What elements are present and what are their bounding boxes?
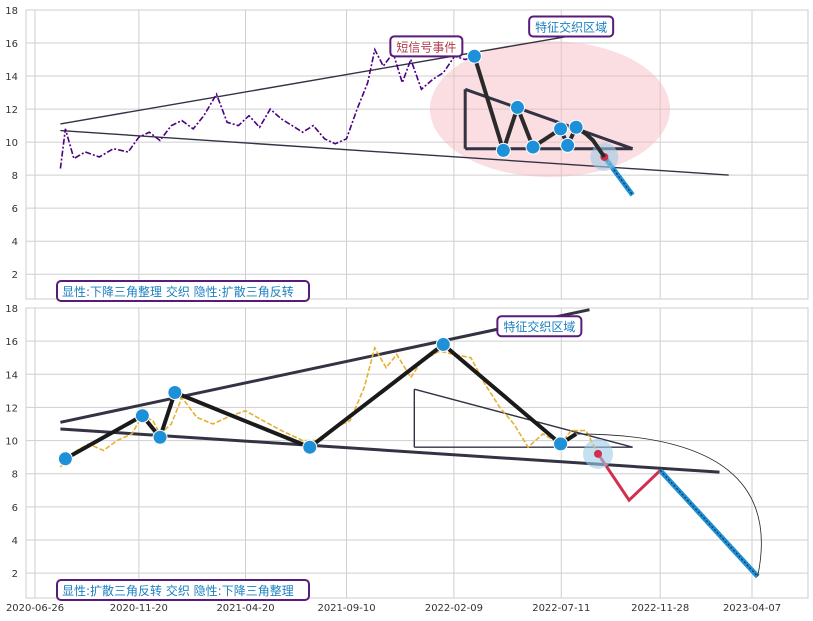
pivot-node [134, 408, 150, 424]
plot-content [57, 308, 762, 579]
trend-line [60, 427, 720, 474]
y-tick-label: 12 [5, 105, 18, 116]
pattern-line [472, 55, 607, 159]
pivot-node [525, 139, 541, 155]
y-tick-label: 16 [5, 337, 18, 348]
y-tick-label: 2 [12, 270, 18, 281]
annotation-box [389, 35, 464, 58]
y-tick-label: 14 [5, 370, 18, 381]
y-tick-label: 10 [5, 437, 18, 448]
annotation-box [496, 315, 583, 338]
bottom-panel: 2 4 6 8 10 12 14 16 18 2020-06-26 2020-11-20 2021-0… [5, 304, 809, 614]
y-tick-label: 2 [12, 569, 18, 580]
projection-down-line [596, 452, 662, 503]
projection-arc [576, 433, 762, 577]
price-line [59, 47, 475, 169]
x-tick-label: 2022-11-28 [631, 603, 689, 614]
y-tick-label: 4 [12, 536, 18, 547]
x-tick-label: 2022-02-09 [425, 603, 483, 614]
trend-line [60, 129, 729, 176]
y-tick-label: 14 [5, 72, 18, 83]
y-tick-label: 18 [5, 304, 18, 315]
y-tick-label: 18 [5, 6, 18, 17]
annotation-text: 短信号事件 [396, 40, 456, 54]
focus-dot [594, 449, 603, 458]
annotation-text: 特征交织区域 [503, 319, 575, 334]
pivot-node [435, 336, 451, 352]
pivot-node [560, 137, 576, 153]
y-tick-label: 6 [12, 503, 18, 514]
x-tick-label: 2020-06-26 [6, 603, 64, 614]
y-tick-label: 8 [12, 171, 18, 182]
pivot-node [466, 48, 482, 64]
caption-text: 显性:下降三角整理 交织 隐性:扩散三角反转 [62, 284, 294, 299]
pivot-node [568, 119, 584, 135]
plot-content [59, 35, 729, 197]
pivot-node [57, 451, 73, 467]
pivot-node [553, 121, 569, 137]
trend-line [60, 35, 568, 125]
pivot-node [553, 436, 569, 452]
x-tick-label: 2022-07-11 [532, 603, 590, 614]
projection-line-dash [659, 470, 759, 577]
annotation-text: 特征交织区域 [535, 20, 607, 35]
y-tick-label: 6 [12, 204, 18, 215]
x-tick-label: 2023-04-07 [723, 603, 781, 614]
pivot-node [302, 439, 318, 455]
y-tick-label: 10 [5, 138, 18, 149]
y-tick-label: 16 [5, 39, 18, 50]
annotation-box [528, 15, 615, 38]
y-tick-label: 12 [5, 403, 18, 414]
pivot-node [509, 99, 525, 115]
trend-line [414, 388, 633, 448]
y-tick-label: 8 [12, 470, 18, 481]
caption-text: 显性:扩散三角反转 交织 隐性:下降三角整理 [62, 583, 294, 598]
trend-line [464, 87, 634, 151]
y-tick-label: 4 [12, 237, 18, 248]
pivot-node [495, 142, 511, 158]
caption-box [56, 579, 310, 601]
x-tick-label: 2020-11-20 [110, 603, 168, 614]
pivot-node [152, 429, 168, 445]
caption-box [56, 280, 310, 302]
interweave-zone [429, 41, 670, 178]
pivot-node [167, 385, 183, 401]
x-tick-label: 2021-09-10 [317, 603, 375, 614]
x-tick-label: 2021-04-20 [216, 603, 274, 614]
